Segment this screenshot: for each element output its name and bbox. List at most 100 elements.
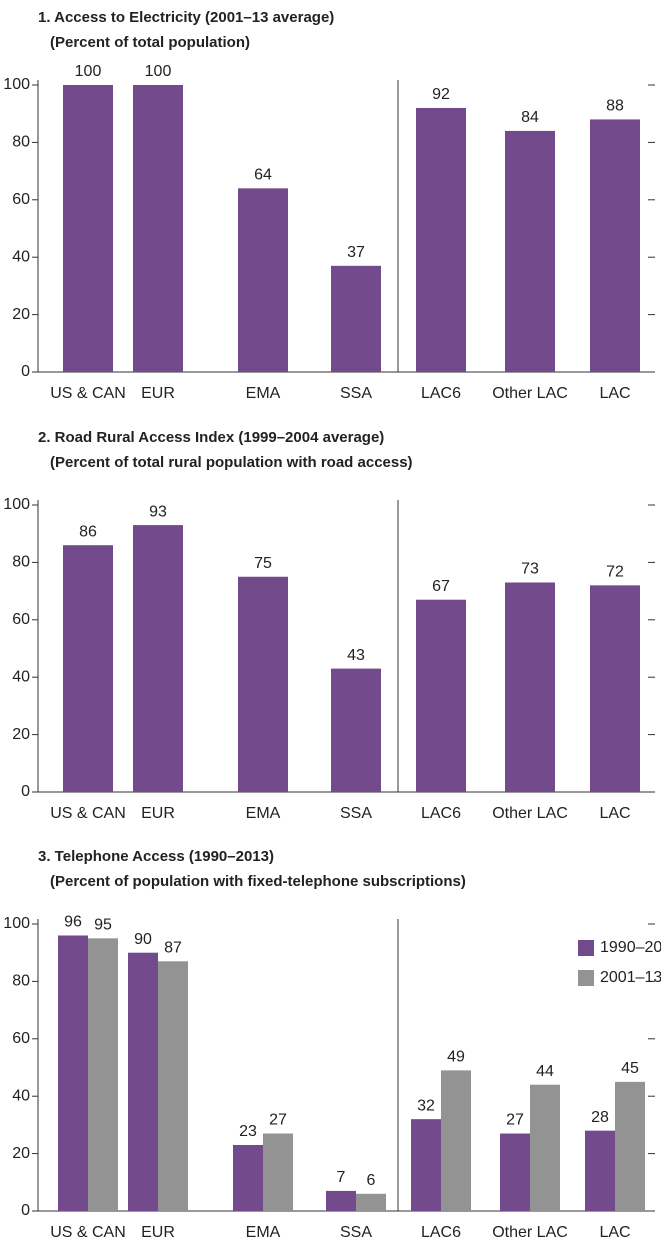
bar — [411, 1119, 441, 1211]
bar — [590, 119, 640, 372]
y-tick-label: 60 — [12, 191, 30, 208]
value-label: 100 — [75, 63, 102, 80]
bar — [615, 1081, 645, 1211]
bar — [233, 1144, 263, 1211]
y-tick-label: 0 — [21, 363, 30, 380]
value-label: 23 — [239, 1123, 257, 1140]
bar — [238, 188, 288, 372]
bar — [238, 576, 288, 792]
value-label: 27 — [269, 1112, 287, 1129]
bar — [158, 961, 188, 1211]
bar — [590, 585, 640, 792]
x-tick-label: EMA — [246, 1224, 281, 1241]
legend-label: 2001–13 avg. — [600, 969, 661, 986]
legend-swatch — [578, 940, 594, 956]
y-tick-label: 100 — [3, 76, 30, 93]
value-label: 44 — [536, 1063, 554, 1080]
chart-title: 2. Road Rural Access Index (1999–2004 av… — [38, 429, 384, 446]
value-label: 7 — [337, 1169, 346, 1186]
value-label: 100 — [145, 63, 172, 80]
value-label: 37 — [347, 244, 365, 261]
y-tick-label: 40 — [12, 1087, 30, 1104]
value-label: 96 — [64, 914, 82, 931]
x-tick-label: US & CAN — [50, 385, 126, 402]
value-label: 67 — [432, 578, 450, 595]
x-tick-label: LAC6 — [421, 1224, 461, 1241]
bar — [263, 1133, 293, 1211]
y-tick-label: 0 — [21, 1202, 30, 1219]
x-tick-label: EUR — [141, 385, 175, 402]
bar — [133, 525, 183, 792]
value-label: 28 — [591, 1109, 609, 1126]
chart-subtitle: (Percent of population with fixed-teleph… — [50, 873, 466, 890]
x-tick-label: EUR — [141, 1224, 175, 1241]
x-tick-label: SSA — [340, 805, 372, 822]
bar — [530, 1084, 560, 1211]
y-tick-label: 60 — [12, 1030, 30, 1047]
x-tick-label: LAC6 — [421, 385, 461, 402]
bar — [441, 1070, 471, 1211]
bar — [326, 1190, 356, 1211]
bar — [331, 668, 381, 792]
value-label: 90 — [134, 931, 152, 948]
bar — [505, 582, 555, 792]
value-label: 49 — [447, 1049, 465, 1066]
bar — [63, 545, 113, 792]
value-label: 32 — [417, 1097, 435, 1114]
x-tick-label: Other LAC — [492, 805, 568, 822]
legend-label: 1990–2000 avg. — [600, 939, 661, 956]
y-tick-label: 60 — [12, 611, 30, 628]
value-label: 43 — [347, 647, 365, 664]
chart-title: 1. Access to Electricity (2001–13 averag… — [38, 9, 334, 26]
x-tick-label: EUR — [141, 805, 175, 822]
x-tick-label: EMA — [246, 385, 281, 402]
x-tick-label: LAC — [599, 1224, 630, 1241]
bar — [88, 938, 118, 1211]
value-label: 93 — [149, 503, 167, 520]
bar — [500, 1133, 530, 1211]
value-label: 84 — [521, 109, 539, 126]
y-tick-label: 80 — [12, 134, 30, 151]
y-tick-label: 20 — [12, 726, 30, 743]
x-tick-label: US & CAN — [50, 1224, 126, 1241]
x-tick-label: EMA — [246, 805, 281, 822]
chart-subtitle: (Percent of total population) — [50, 34, 250, 51]
y-tick-label: 20 — [12, 306, 30, 323]
y-tick-label: 40 — [12, 668, 30, 685]
bar — [128, 952, 158, 1211]
value-label: 64 — [254, 167, 272, 184]
value-label: 87 — [164, 940, 182, 957]
value-label: 95 — [94, 917, 112, 934]
x-tick-label: US & CAN — [50, 805, 126, 822]
y-tick-label: 40 — [12, 248, 30, 265]
x-tick-label: SSA — [340, 385, 372, 402]
bar — [58, 935, 88, 1211]
x-tick-label: LAC — [599, 805, 630, 822]
bar — [133, 85, 183, 372]
value-label: 88 — [606, 98, 624, 115]
x-tick-label: Other LAC — [492, 385, 568, 402]
x-tick-label: LAC — [599, 385, 630, 402]
x-tick-label: LAC6 — [421, 805, 461, 822]
y-tick-label: 20 — [12, 1145, 30, 1162]
bar — [331, 265, 381, 372]
y-tick-label: 100 — [3, 496, 30, 513]
y-tick-label: 80 — [12, 554, 30, 571]
value-label: 45 — [621, 1060, 639, 1077]
value-label: 92 — [432, 86, 450, 103]
bar — [356, 1193, 386, 1211]
bar — [63, 85, 113, 372]
bar — [416, 107, 466, 373]
chart-title: 3. Telephone Access (1990–2013) — [38, 848, 274, 865]
chart-subtitle: (Percent of total rural population with … — [50, 454, 413, 471]
x-tick-label: Other LAC — [492, 1224, 568, 1241]
value-label: 27 — [506, 1112, 524, 1129]
value-label: 86 — [79, 523, 97, 540]
y-tick-label: 0 — [21, 783, 30, 800]
y-tick-label: 80 — [12, 973, 30, 990]
y-tick-label: 100 — [3, 915, 30, 932]
value-label: 6 — [367, 1172, 376, 1189]
value-label: 75 — [254, 555, 272, 572]
bar — [505, 130, 555, 372]
